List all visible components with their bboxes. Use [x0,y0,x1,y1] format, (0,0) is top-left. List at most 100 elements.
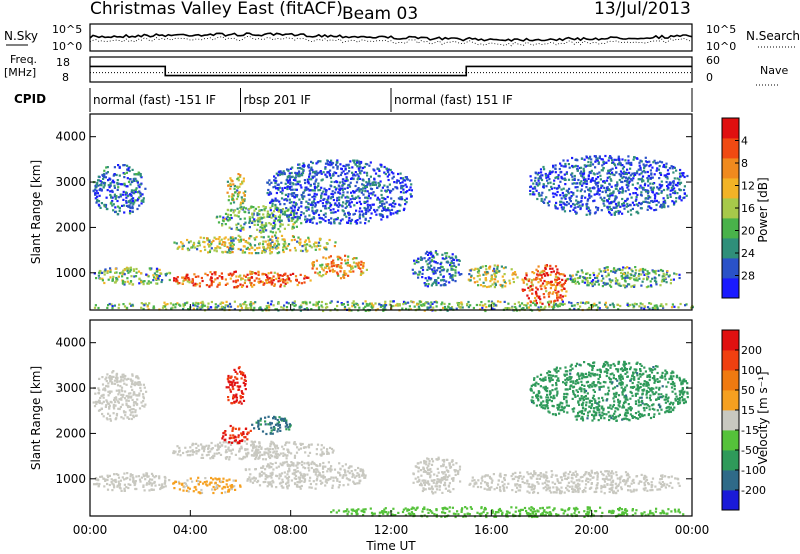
scatter-cell [448,302,451,306]
scatter-cell [426,307,429,310]
scatter-cell [115,389,118,392]
scatter-cell [123,176,126,179]
scatter-cell [351,171,354,174]
scatter-cell [356,165,359,168]
scatter-cell [399,177,402,180]
scatter-cell [314,473,317,476]
scatter-cell [619,164,622,167]
scatter-cell [123,489,126,492]
scatter-cell [332,270,335,273]
scatter-cell [364,222,367,225]
scatter-cell [543,285,546,288]
scatter-cell [296,470,300,473]
scatter-cell [228,302,232,305]
scatter-cell [610,179,613,182]
scatter-cell [338,462,341,465]
scatter-cell [639,302,642,305]
scatter-cell [292,272,295,275]
scatter-cell [293,201,296,204]
scatter-cell [301,245,304,248]
scatter-cell [181,282,184,285]
scatter-cell [239,203,242,206]
scatter-cell [562,187,565,190]
scatter-cell [585,156,588,159]
scatter-cell [270,212,274,215]
scatter-cell [299,273,302,276]
scatter-cell [587,177,590,180]
scatter-cell [118,407,121,411]
scatter-cell [257,252,260,255]
scatter-cell [102,415,105,418]
scatter-cell [344,254,347,257]
scatter-cell [195,479,198,482]
scatter-cell [291,463,294,467]
scatter-cell [365,268,368,271]
scatter-cell [324,246,327,249]
scatter-cell [298,281,301,284]
scatter-cell [516,276,519,279]
scatter-cell [129,396,132,399]
scatter-cell [563,173,566,176]
scatter-cell [348,166,351,169]
scatter-cell [103,174,106,177]
scatter-cell [256,214,259,217]
scatter-cell [285,301,288,304]
scatter-cell [648,205,651,208]
scatter-cell [351,302,354,305]
scatter-cell [671,180,674,184]
scatter-cell [366,163,369,166]
scatter-cell [105,404,108,407]
scatter-cell [318,271,321,274]
scatter-cell [335,163,338,166]
scatter-cell [626,274,629,277]
scatter-cell [212,239,215,242]
scatter-cell [665,281,668,284]
scatter-cell [644,164,647,167]
scatter-cell [127,200,130,204]
scatter-cell [244,306,248,309]
scatter-cell [444,307,447,310]
scatter-cell [250,284,253,287]
scatter-cell [298,217,301,220]
scatter-cell [598,155,601,158]
scatter-cell [630,268,633,271]
scatter-cell [328,221,331,224]
scatter-cell [120,393,123,396]
scatter-cell [256,228,259,231]
scatter-cell [280,306,283,309]
scatter-cell [227,219,230,222]
scatter-cell [554,164,557,167]
scatter-cell [572,280,576,283]
scatter-cell [109,375,112,378]
scatter-cell [585,301,588,304]
scatter-cell [249,304,253,307]
power-colorbar-swatch [722,278,739,299]
scatter-cell [114,404,117,407]
scatter-cell [291,166,294,169]
scatter-cell [360,160,363,164]
scatter-cell [140,272,143,275]
scatter-cell [270,271,273,274]
scatter-cell [430,284,433,287]
scatter-cell [553,179,556,182]
scatter-cell [135,394,138,397]
scatter-cell [590,195,593,198]
scatter-cell [571,274,574,277]
scatter-cell [280,171,283,174]
scatter-cell [236,195,240,198]
scatter-cell [150,267,153,270]
scatter-cell [651,166,654,169]
scatter-cell [214,273,217,276]
scatter-cell [127,405,130,408]
scatter-cell [351,257,355,261]
scatter-cell [332,211,335,214]
scatter-cell [591,177,594,180]
scatter-cell [588,157,591,160]
scatter-cell [229,182,232,185]
scatter-cell [433,281,436,284]
scatter-cell [592,273,596,277]
scatter-cell [228,217,231,220]
scatter-cell [533,272,536,275]
scatter-cell [404,301,407,304]
scatter-cell [358,482,361,485]
